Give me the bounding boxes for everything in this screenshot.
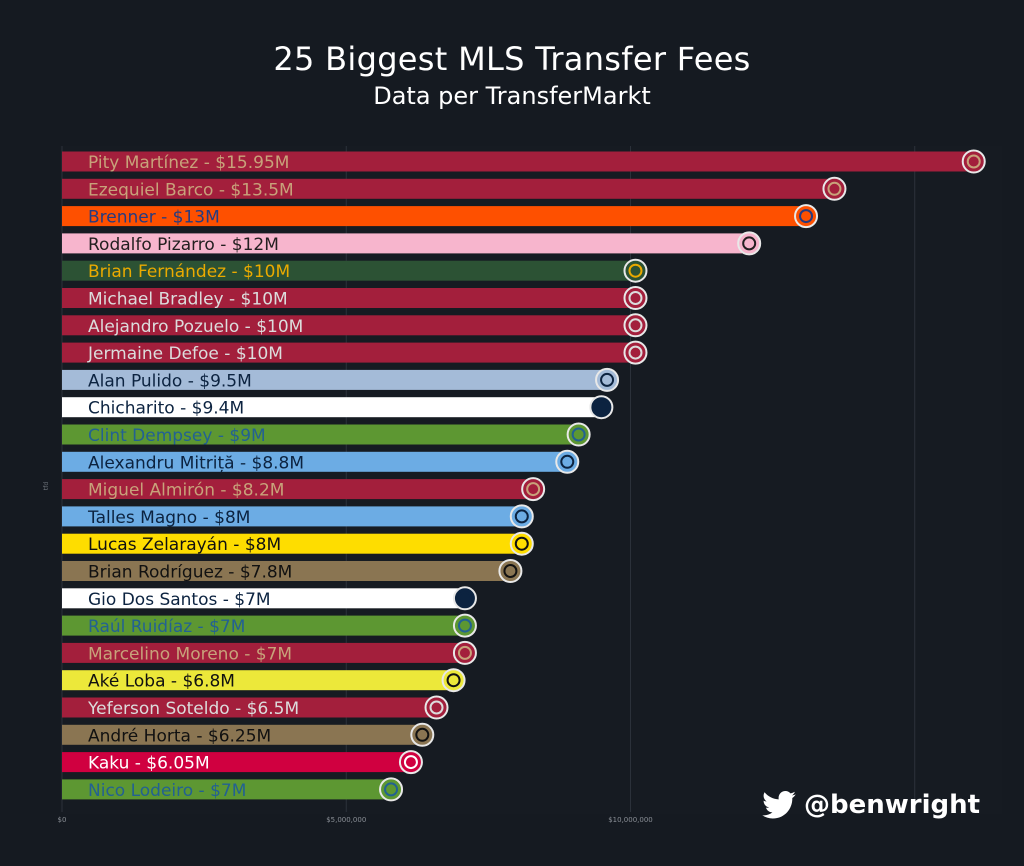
bar-label: Aké Loba - $6.8M	[88, 672, 235, 692]
bar	[62, 752, 406, 773]
ny-red-bulls-badge-icon	[398, 750, 423, 775]
la-galaxy-badge-icon	[589, 395, 614, 420]
twitter-handle: @benwright	[762, 790, 980, 820]
chart-title: 25 Biggest MLS Transfer Fees	[273, 40, 751, 78]
bar	[62, 642, 460, 663]
bar-label: Gio Dos Santos - $7M	[88, 590, 271, 610]
toronto-fc-badge-icon	[623, 313, 648, 338]
atlanta-united-badge-icon	[452, 640, 477, 665]
bar	[62, 178, 830, 199]
bar	[62, 369, 603, 390]
bar	[62, 615, 460, 636]
bar	[62, 424, 574, 445]
bar-label: Clint Dempsey - $9M	[88, 426, 266, 446]
bar-label: Talles Magno - $8M	[87, 508, 250, 528]
bar	[62, 697, 432, 718]
bar-label: Jermaine Defoe - $10M	[87, 344, 283, 364]
bar	[62, 397, 597, 418]
bar	[62, 670, 449, 691]
bar	[62, 342, 631, 363]
bar-label: Alexandru Mitriță - $8.8M	[88, 453, 304, 473]
bar-label: Ezequiel Barco - $13.5M	[88, 180, 294, 200]
atlanta-united-badge-icon	[961, 149, 986, 174]
bar	[62, 533, 517, 554]
toronto-fc-badge-icon	[623, 340, 648, 365]
seattle-sounders-badge-icon	[379, 777, 404, 802]
bar-label: Brenner - $13M	[88, 208, 220, 228]
inter-miami-badge-icon	[737, 231, 762, 256]
bar	[62, 724, 418, 745]
bar-label: Kaku - $6.05M	[88, 754, 210, 774]
bar-label: Brian Rodríguez - $7.8M	[88, 563, 292, 583]
atlanta-united-badge-icon	[822, 176, 847, 201]
bar	[62, 151, 969, 172]
bar-label: Brian Fernández - $10M	[88, 262, 290, 282]
x-tick-label: $5,000,000	[326, 816, 366, 824]
bar	[62, 288, 631, 308]
twitter-bird-icon	[762, 791, 796, 819]
columbus-crew-badge-icon	[509, 531, 534, 556]
bar	[62, 479, 529, 500]
bar-label: Lucas Zelarayán - $8M	[88, 535, 281, 555]
bar	[62, 561, 506, 581]
nycfc-badge-icon	[555, 449, 580, 474]
bar	[62, 506, 517, 527]
bar	[62, 779, 387, 800]
bar-label: André Horta - $6.25M	[88, 726, 271, 746]
lafc-badge-icon	[410, 722, 435, 747]
nashville-sc-badge-icon	[441, 668, 466, 693]
sporting-kc-badge-icon	[595, 367, 620, 392]
toronto-fc-badge-icon	[623, 286, 648, 310]
fc-cincinnati-badge-icon	[794, 204, 819, 229]
seattle-sounders-badge-icon	[566, 422, 591, 447]
bar-label: Raúl Ruidíaz - $7M	[88, 617, 245, 637]
bar	[62, 206, 802, 227]
atlanta-united-badge-icon	[521, 477, 546, 502]
bar-label: Yeferson Soteldo - $6.5M	[87, 699, 299, 719]
bar-label: Pity Martínez - $15.95M	[88, 153, 289, 173]
toronto-fc-badge-icon	[424, 695, 449, 720]
bar	[62, 588, 460, 609]
bar-label: Chicharito - $9.4M	[88, 399, 244, 419]
bar	[62, 233, 745, 254]
la-galaxy-badge-icon	[452, 586, 477, 611]
nycfc-badge-icon	[509, 504, 534, 529]
y-axis-label: tfd	[43, 482, 50, 490]
bar	[62, 451, 563, 472]
seattle-sounders-badge-icon	[452, 613, 477, 638]
chart-subtitle: Data per TransferMarkt	[373, 82, 651, 110]
bar-label: Miguel Almirón - $8.2M	[88, 481, 284, 501]
bar-label: Alan Pulido - $9.5M	[88, 371, 252, 391]
handle-text: @benwright	[804, 790, 981, 820]
x-tick-label: $0	[58, 816, 67, 824]
bar	[62, 260, 631, 281]
bar	[62, 315, 631, 336]
bar-label: Nico Lodeiro - $7M	[88, 781, 246, 801]
bar-label: Alejandro Pozuelo - $10M	[88, 317, 303, 337]
lafc-badge-icon	[498, 559, 523, 583]
portland-timbers-badge-icon	[623, 258, 648, 283]
bar-label: Michael Bradley - $10M	[88, 290, 288, 310]
bar-label: Rodalfo Pizarro - $12M	[88, 235, 279, 255]
x-tick-label: $10,000,000	[608, 816, 653, 824]
bar-label: Marcelino Moreno - $7M	[88, 644, 292, 664]
